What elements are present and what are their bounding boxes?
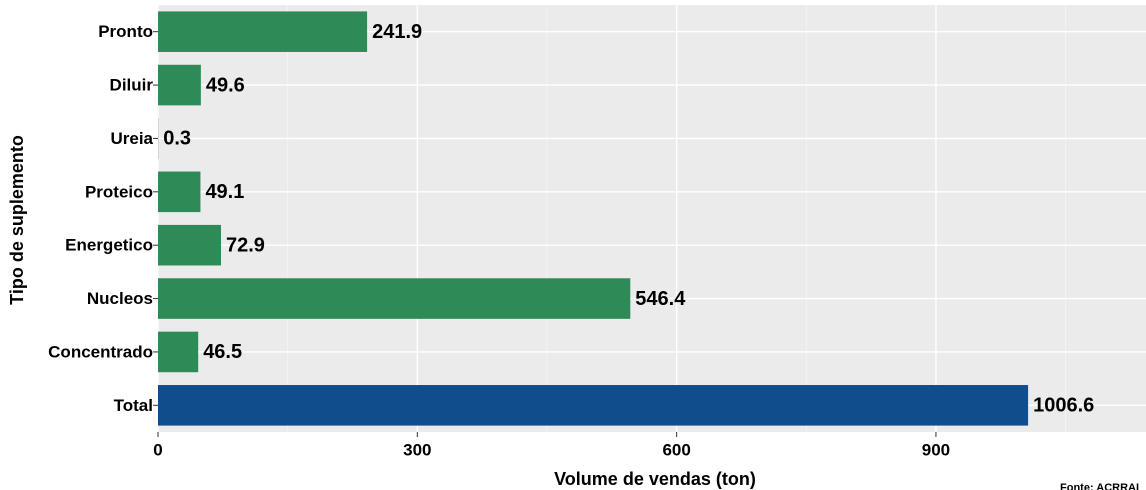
y-tick-label: Nucleos xyxy=(87,289,153,308)
bar xyxy=(158,11,368,52)
value-label: 72.9 xyxy=(226,234,265,256)
value-label: 546.4 xyxy=(635,288,686,310)
value-label: 49.1 xyxy=(205,181,244,203)
bar xyxy=(158,385,1029,426)
x-tick-label: 600 xyxy=(662,440,690,459)
value-label: 46.5 xyxy=(203,341,242,363)
value-label: 0.3 xyxy=(163,128,191,150)
bar xyxy=(158,278,631,319)
x-tick-label: 0 xyxy=(153,440,162,459)
x-tick-label: 900 xyxy=(922,440,950,459)
y-tick-label: Ureia xyxy=(110,129,153,148)
y-tick-label: Energetico xyxy=(65,236,153,255)
y-tick-label: Diluir xyxy=(110,76,154,95)
y-axis-label: Tipo de suplemento xyxy=(7,135,27,305)
value-label: 241.9 xyxy=(372,21,422,43)
bar xyxy=(158,171,201,213)
caption: Fonte: ACRRAI xyxy=(1060,482,1139,490)
bar xyxy=(158,331,199,373)
y-tick-label: Total xyxy=(114,396,153,415)
value-label: 1006.6 xyxy=(1033,395,1094,417)
plot-background xyxy=(158,5,1146,432)
bar xyxy=(158,224,222,266)
bar xyxy=(158,64,201,106)
y-tick-label: Pronto xyxy=(98,22,153,41)
x-tick-label: 300 xyxy=(403,440,431,459)
y-tick-label: Concentrado xyxy=(48,342,153,361)
y-tick-label: Proteico xyxy=(85,182,153,201)
value-label: 49.6 xyxy=(206,74,245,96)
x-axis-label: Volume de vendas (ton) xyxy=(554,469,756,489)
